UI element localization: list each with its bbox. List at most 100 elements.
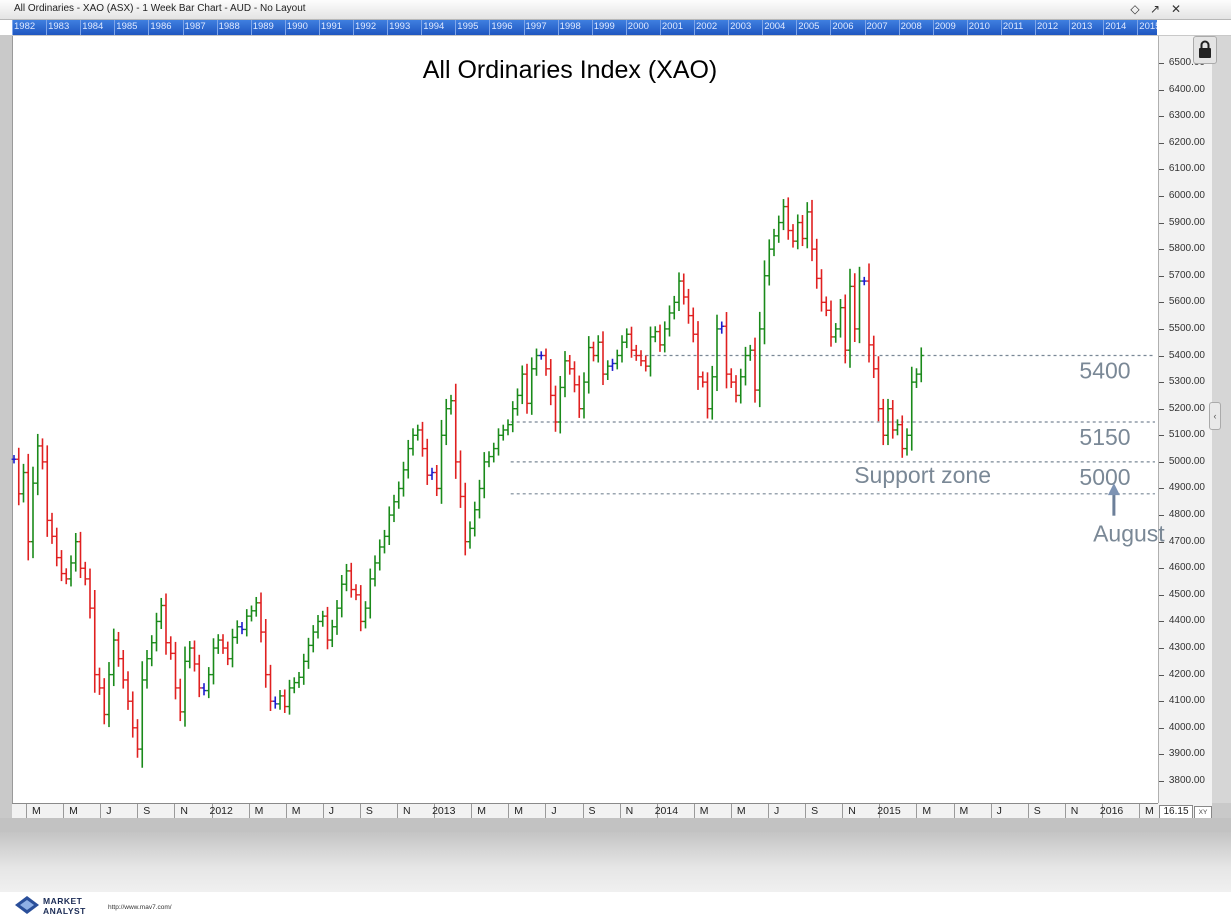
year-strip-label[interactable]: 2003 (730, 21, 752, 32)
year-strip-label[interactable]: 2009 (934, 21, 956, 32)
x-tick-label: M (1145, 805, 1154, 817)
y-tick-label: 5800.00 (1168, 243, 1205, 255)
y-tick-mark (1159, 594, 1164, 596)
price-bar (149, 635, 155, 667)
year-separator (12, 20, 13, 35)
y-tick-label: 4800.00 (1168, 509, 1205, 521)
price-bar (876, 356, 881, 422)
scroll-handle-icon[interactable]: ‹ (1209, 402, 1221, 430)
year-strip-label[interactable]: 1989 (252, 21, 274, 32)
price-bar (847, 268, 853, 368)
year-strip-label[interactable]: 1998 (559, 21, 581, 32)
year-strip-label[interactable]: 1982 (14, 21, 36, 32)
year-strip-label[interactable]: 1993 (389, 21, 411, 32)
price-bar (187, 641, 193, 669)
year-separator (1103, 20, 1105, 35)
price-bar (809, 199, 815, 262)
price-bar (253, 596, 259, 617)
logo-line1: MARKET (43, 896, 83, 906)
year-strip-label[interactable]: 1983 (48, 21, 70, 32)
lock-icon[interactable] (1193, 36, 1217, 64)
chart-title: All Ordinaries Index (XAO) (423, 56, 718, 84)
plot-area[interactable] (12, 36, 1159, 803)
year-navigator-strip[interactable]: 1982 1983 1984 1985 1986 1987 1988 1989 1990 1991… (12, 20, 1157, 35)
year-separator (1069, 20, 1071, 35)
y-tick-label: 4700.00 (1168, 535, 1205, 547)
window-titlebar: All Ordinaries - XAO (ASX) - 1 Week Bar … (0, 0, 1231, 20)
year-strip-label[interactable]: 1988 (218, 21, 240, 32)
time-axis[interactable]: M M J S N 2012 M M J S N 2013 M M J S N 2014 M M J S N 2015 M M J S… (12, 803, 1158, 820)
price-bar (382, 529, 387, 554)
year-strip-label[interactable]: 2015 (1139, 21, 1157, 32)
x-tick-label: S (143, 805, 151, 817)
year-strip-label[interactable]: 2000 (627, 21, 649, 32)
x-tick-label: J (774, 805, 780, 817)
year-strip-label[interactable]: 1984 (82, 21, 104, 32)
window-title: All Ordinaries - XAO (ASX) - 1 Week Bar … (14, 3, 306, 14)
year-strip-label[interactable]: 2010 (968, 21, 990, 32)
x-tick-mark (1064, 804, 1066, 819)
year-strip-label[interactable]: 1992 (355, 21, 377, 32)
price-bar (225, 641, 231, 666)
price-bar (467, 521, 473, 549)
price-bar (344, 563, 349, 592)
undock-icon[interactable]: ↗ (1149, 2, 1161, 16)
price-bar (158, 597, 164, 629)
price-bar (814, 238, 820, 289)
year-strip-label[interactable]: 2005 (798, 21, 820, 32)
year-strip-label[interactable]: 1990 (286, 21, 308, 32)
price-bar (728, 368, 734, 388)
x-tick-label: S (588, 805, 596, 817)
price-bar (572, 361, 577, 393)
price-bar (766, 239, 772, 286)
price-bar (377, 539, 383, 571)
reference-level-label: 5400 (1079, 358, 1130, 384)
price-bar (861, 276, 867, 286)
price-bar (605, 360, 611, 380)
logo-url[interactable]: http://www.mav7.com/ (108, 904, 172, 911)
year-strip-label[interactable]: 1994 (423, 21, 445, 32)
year-strip-label[interactable]: 2004 (764, 21, 786, 32)
year-strip-label[interactable]: 1985 (116, 21, 138, 32)
year-strip-label[interactable]: 2011 (1002, 21, 1024, 32)
y-tick-mark (1159, 275, 1164, 277)
x-tick-label: N (625, 805, 634, 817)
price-bar (909, 366, 915, 451)
year-strip-label[interactable]: 1987 (184, 21, 206, 32)
year-strip-label[interactable]: 1995 (457, 21, 479, 32)
price-bar (291, 677, 297, 694)
options-icon[interactable]: ◇ (1130, 2, 1140, 16)
price-bar (709, 365, 715, 420)
year-strip-label[interactable]: 2012 (1037, 21, 1059, 32)
price-bar (686, 288, 691, 324)
year-separator (864, 20, 866, 35)
price-bar (491, 442, 497, 463)
year-strip-label[interactable]: 2014 (1105, 21, 1127, 32)
year-strip-label[interactable]: 2007 (866, 21, 888, 32)
year-strip-label[interactable]: 2002 (696, 21, 718, 32)
price-bar (529, 357, 535, 415)
year-strip-label[interactable]: 1997 (525, 21, 547, 32)
year-strip-label[interactable]: 1999 (593, 21, 615, 32)
vertical-scroll-track[interactable] (1212, 36, 1231, 803)
year-separator (1137, 20, 1139, 35)
price-axis[interactable]: 6500.00 6400.00 6300.00 6200.00 6100.00 6000.… (1158, 36, 1213, 803)
price-bar (92, 589, 98, 693)
year-strip-label[interactable]: 2013 (1071, 21, 1093, 32)
price-bar (424, 438, 430, 485)
year-strip-label[interactable]: 1996 (491, 21, 513, 32)
close-icon[interactable]: ✕ (1170, 2, 1182, 16)
price-bar (743, 346, 748, 386)
reference-level-label: 5150 (1079, 424, 1130, 450)
year-strip-label[interactable]: 1986 (150, 21, 172, 32)
price-bar (282, 689, 288, 713)
price-bar (196, 654, 202, 698)
x-tick-label: J (106, 805, 112, 817)
year-strip-label[interactable]: 2008 (900, 21, 922, 32)
year-strip-label[interactable]: 1991 (320, 21, 343, 32)
year-strip-label[interactable]: 2006 (832, 21, 854, 32)
horizontal-scroll-track[interactable] (0, 818, 1231, 832)
y-tick-mark (1159, 302, 1164, 304)
year-strip-label[interactable]: 2001 (661, 21, 684, 32)
price-bar (220, 634, 226, 654)
